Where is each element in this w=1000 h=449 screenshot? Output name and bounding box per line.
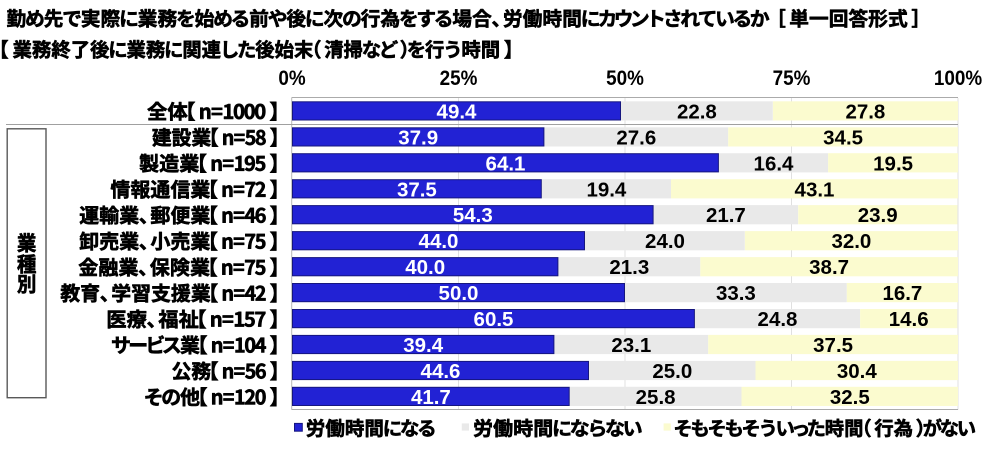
svg-text:16.4: 16.4 bbox=[754, 152, 794, 175]
svg-text:41.7: 41.7 bbox=[411, 386, 451, 409]
svg-text:64.1: 64.1 bbox=[486, 152, 526, 175]
svg-text:44.0: 44.0 bbox=[419, 230, 459, 253]
svg-text:0%: 0% bbox=[278, 67, 305, 90]
svg-text:40.0: 40.0 bbox=[405, 256, 445, 279]
svg-text:37.5: 37.5 bbox=[397, 178, 437, 201]
svg-text:60.5: 60.5 bbox=[474, 308, 514, 331]
svg-text:27.6: 27.6 bbox=[616, 126, 656, 149]
svg-text:32.5: 32.5 bbox=[830, 386, 870, 409]
svg-text:25.0: 25.0 bbox=[652, 360, 692, 383]
svg-text:33.3: 33.3 bbox=[716, 282, 756, 305]
svg-text:44.6: 44.6 bbox=[421, 360, 461, 383]
svg-text:100%: 100% bbox=[934, 67, 982, 90]
svg-text:54.3: 54.3 bbox=[453, 204, 493, 227]
svg-text:19.5: 19.5 bbox=[873, 152, 913, 175]
svg-text:24.0: 24.0 bbox=[645, 230, 685, 253]
svg-text:25.8: 25.8 bbox=[636, 386, 676, 409]
svg-text:27.8: 27.8 bbox=[845, 100, 885, 123]
svg-text:16.7: 16.7 bbox=[882, 282, 922, 305]
svg-text:37.9: 37.9 bbox=[398, 126, 438, 149]
svg-text:50%: 50% bbox=[606, 67, 644, 90]
svg-text:49.4: 49.4 bbox=[437, 100, 477, 123]
svg-text:43.1: 43.1 bbox=[795, 178, 835, 201]
svg-text:19.4: 19.4 bbox=[586, 178, 626, 201]
svg-text:50.0: 50.0 bbox=[439, 282, 479, 305]
svg-text:38.7: 38.7 bbox=[809, 256, 849, 279]
svg-text:22.8: 22.8 bbox=[677, 100, 717, 123]
svg-text:14.6: 14.6 bbox=[889, 308, 929, 331]
svg-text:37.5: 37.5 bbox=[813, 334, 853, 357]
svg-text:34.5: 34.5 bbox=[823, 126, 863, 149]
svg-text:23.9: 23.9 bbox=[858, 204, 898, 227]
svg-text:21.3: 21.3 bbox=[609, 256, 649, 279]
svg-text:75%: 75% bbox=[773, 67, 811, 90]
svg-text:21.7: 21.7 bbox=[706, 204, 746, 227]
svg-text:23.1: 23.1 bbox=[611, 334, 651, 357]
svg-text:39.4: 39.4 bbox=[403, 334, 443, 357]
svg-text:24.8: 24.8 bbox=[758, 308, 798, 331]
svg-text:32.0: 32.0 bbox=[831, 230, 871, 253]
svg-text:25%: 25% bbox=[440, 67, 478, 90]
svg-text:30.4: 30.4 bbox=[837, 360, 877, 383]
